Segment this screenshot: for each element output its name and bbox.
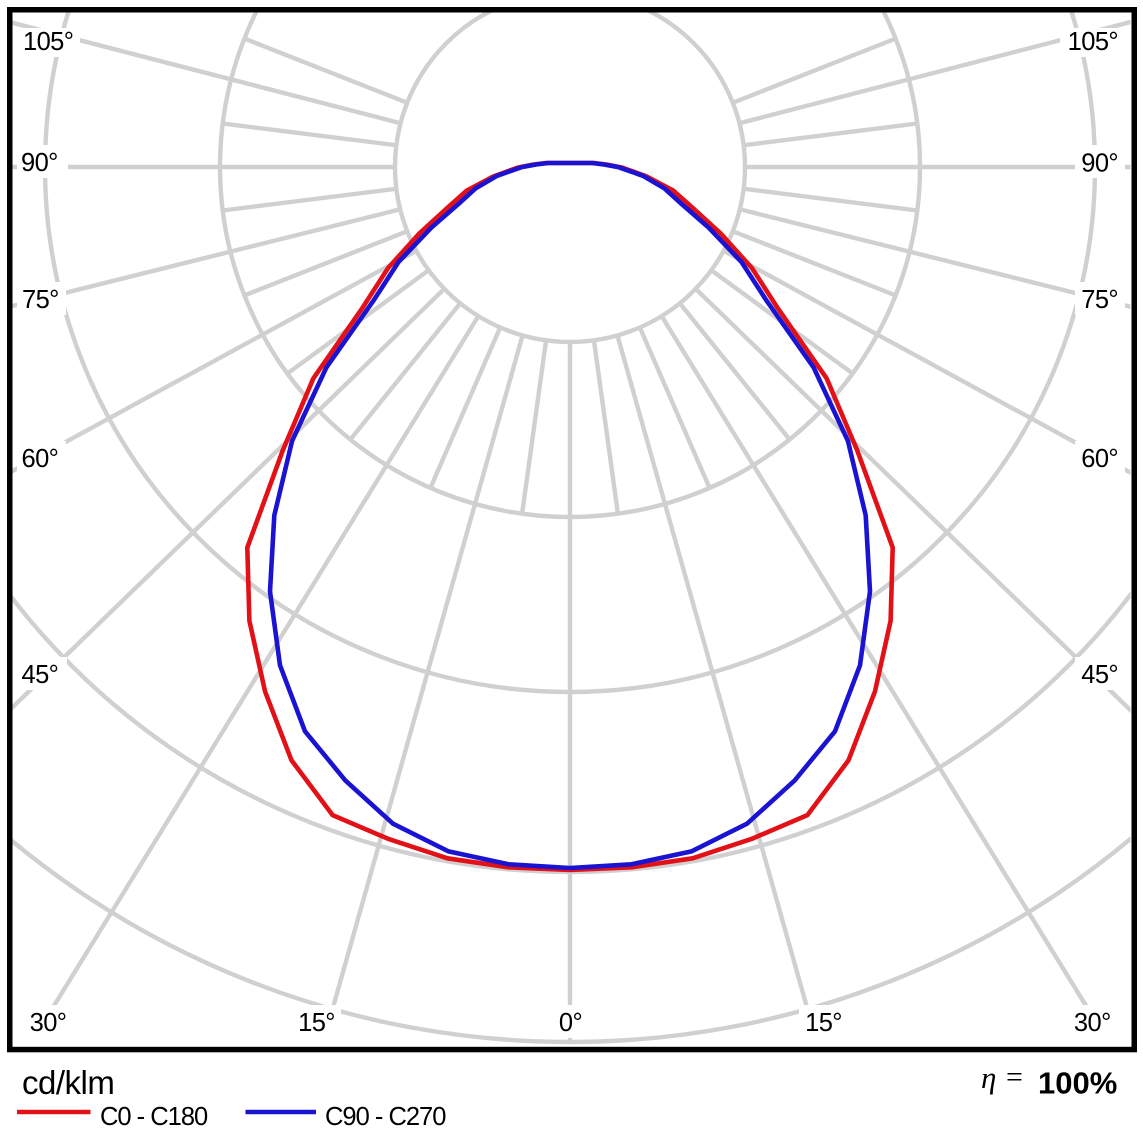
svg-text:60°: 60° <box>22 445 59 473</box>
svg-text:15°: 15° <box>805 1009 842 1037</box>
svg-text:30°: 30° <box>1074 1009 1111 1037</box>
svg-text:30°: 30° <box>30 1009 67 1037</box>
svg-text:C0 - C180: C0 - C180 <box>100 1103 208 1131</box>
svg-text:75°: 75° <box>1081 286 1118 314</box>
svg-text:cd/klm: cd/klm <box>22 1064 114 1101</box>
svg-text:105°: 105° <box>23 28 73 56</box>
svg-text:η: η <box>981 1060 996 1095</box>
svg-text:100%: 100% <box>1038 1066 1117 1101</box>
svg-text:45°: 45° <box>22 661 59 689</box>
svg-text:90°: 90° <box>21 149 58 177</box>
svg-text:15°: 15° <box>298 1009 335 1037</box>
svg-text:45°: 45° <box>1081 661 1118 689</box>
svg-text:105°: 105° <box>1068 28 1118 56</box>
svg-text:=: = <box>1006 1061 1023 1094</box>
svg-text:75°: 75° <box>22 286 59 314</box>
svg-text:0°: 0° <box>559 1009 582 1037</box>
svg-text:60°: 60° <box>1081 445 1118 473</box>
svg-text:90°: 90° <box>1081 150 1118 178</box>
svg-text:C90 - C270: C90 - C270 <box>325 1103 446 1131</box>
